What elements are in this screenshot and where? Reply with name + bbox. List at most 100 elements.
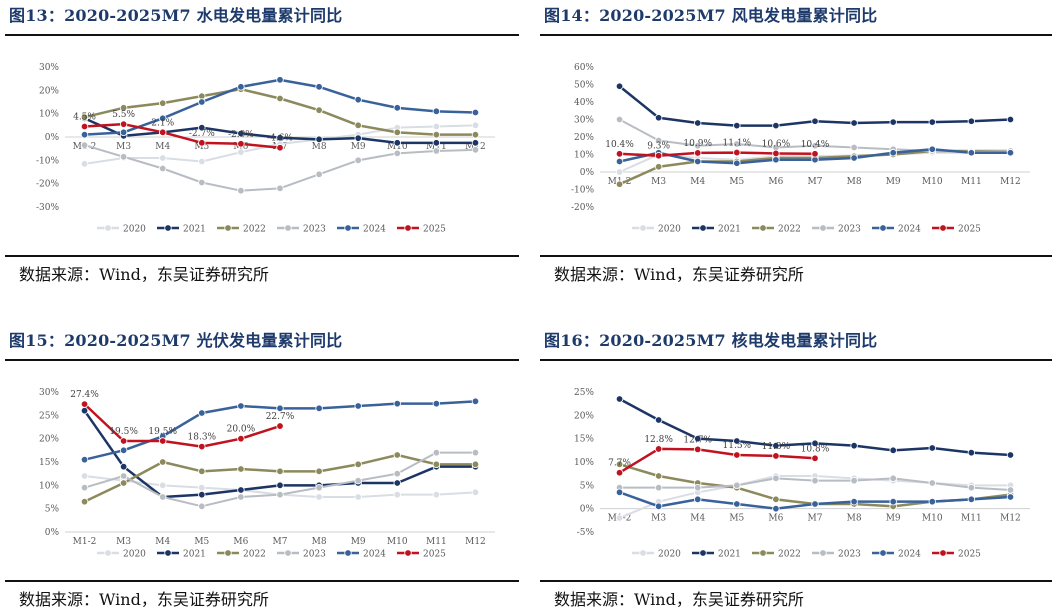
legend-item: 2021 — [157, 549, 206, 560]
y-tick-label: -30% — [36, 203, 59, 213]
y-tick-label: 15% — [39, 458, 59, 468]
x-tick-label: M9 — [351, 537, 366, 547]
legend-item: 2022 — [752, 224, 801, 235]
legend-item: 2025 — [397, 549, 446, 560]
legend-item: 2020 — [97, 549, 146, 560]
data-point — [928, 497, 936, 506]
data-point — [354, 402, 362, 410]
data-point — [119, 153, 128, 161]
legend-swatch-marker — [759, 224, 767, 232]
data-point — [159, 154, 167, 162]
data-point — [654, 416, 663, 424]
data-point — [276, 481, 284, 490]
series-2025 — [615, 445, 819, 477]
y-tick-label: 20% — [574, 133, 594, 143]
data-point — [432, 147, 441, 155]
data-point — [928, 118, 936, 126]
data-point — [80, 497, 89, 506]
x-tick-label: M9 — [351, 142, 366, 152]
data-point — [432, 448, 441, 457]
data-point — [393, 451, 401, 459]
data-point — [393, 104, 401, 112]
data-point — [237, 493, 245, 501]
data-point — [694, 149, 702, 157]
series-2024 — [615, 145, 1015, 167]
legend-item: 2021 — [692, 224, 741, 235]
data-point — [889, 118, 897, 126]
data-point — [654, 163, 663, 171]
data-point — [119, 104, 128, 112]
title-rule — [5, 359, 519, 361]
series-2024 — [615, 488, 1015, 513]
legend-label: 2024 — [898, 225, 921, 235]
data-point — [471, 397, 480, 406]
legend-swatch-marker — [284, 549, 292, 557]
x-tick-label: M8 — [312, 142, 327, 152]
data-label: 4.5% — [73, 113, 96, 123]
x-tick-label: M4 — [690, 514, 705, 524]
legend-swatch-marker — [639, 224, 647, 232]
legend-label: 2020 — [123, 225, 146, 235]
x-tick-label: M6 — [233, 537, 248, 547]
data-point — [159, 481, 167, 490]
y-tick-label: 50% — [574, 81, 594, 91]
legend-label: 2021 — [183, 550, 206, 560]
legend-swatch-marker — [879, 549, 887, 557]
legend-label: 2023 — [303, 550, 326, 560]
data-point — [80, 130, 89, 139]
x-tick-label: M12 — [465, 537, 486, 547]
legend-label: 2023 — [838, 550, 861, 560]
data-point — [315, 83, 323, 91]
data-point — [772, 452, 780, 460]
data-point — [694, 142, 702, 150]
legend-label: 2023 — [303, 225, 326, 235]
legend-swatch-marker — [699, 224, 707, 232]
data-point — [615, 150, 624, 158]
y-tick-label: -10% — [571, 186, 594, 196]
x-tick-label: M11 — [961, 514, 982, 524]
data-point — [237, 129, 245, 138]
data-point — [159, 114, 167, 123]
legend-item: 2024 — [337, 549, 386, 560]
series-line-2025 — [84, 122, 281, 149]
legend-label: 2021 — [183, 225, 206, 235]
data-point — [615, 469, 624, 477]
legend-swatch-marker — [699, 549, 707, 557]
data-label: 10.9% — [683, 139, 712, 149]
y-tick-label: 0% — [45, 528, 60, 538]
series-line-2025 — [618, 447, 816, 474]
legend-item: 2025 — [397, 224, 446, 235]
data-point — [889, 446, 897, 455]
data-point — [354, 460, 362, 469]
series-line-2025 — [619, 151, 816, 157]
y-tick-label: 60% — [574, 63, 594, 73]
chart-area: 30% 25% 20% 15% 10% 5% 0% M1-2 M3 M4 M5 M6 M7 M8 M9 M10… — [5, 361, 519, 580]
legend-label: 2024 — [363, 225, 386, 235]
series-2022 — [80, 85, 480, 139]
x-tick-label: M7 — [808, 514, 823, 524]
x-tick-label: M4 — [155, 142, 170, 152]
data-point — [198, 123, 206, 132]
data-point — [654, 445, 663, 453]
data-point — [1006, 115, 1015, 124]
legend-swatch-marker — [819, 549, 827, 557]
x-tick-label: M6 — [768, 514, 783, 524]
data-point — [276, 467, 284, 476]
data-point — [237, 465, 245, 473]
y-tick-label: 30% — [39, 388, 59, 398]
data-point — [615, 115, 624, 124]
data-point — [432, 122, 441, 131]
data-label: -2.7% — [189, 129, 215, 139]
y-tick-label: 20% — [39, 435, 59, 445]
y-tick-label: 5% — [580, 481, 595, 491]
title-rule — [5, 34, 519, 36]
data-point — [615, 168, 624, 176]
legend-item: 2024 — [872, 549, 921, 560]
data-point — [198, 467, 206, 476]
data-point — [119, 462, 128, 471]
legend-label: 2024 — [363, 550, 386, 560]
data-point — [393, 469, 401, 478]
data-point — [1006, 451, 1015, 459]
x-tick-label: M5 — [729, 177, 744, 187]
x-tick-label: M3 — [116, 537, 131, 547]
